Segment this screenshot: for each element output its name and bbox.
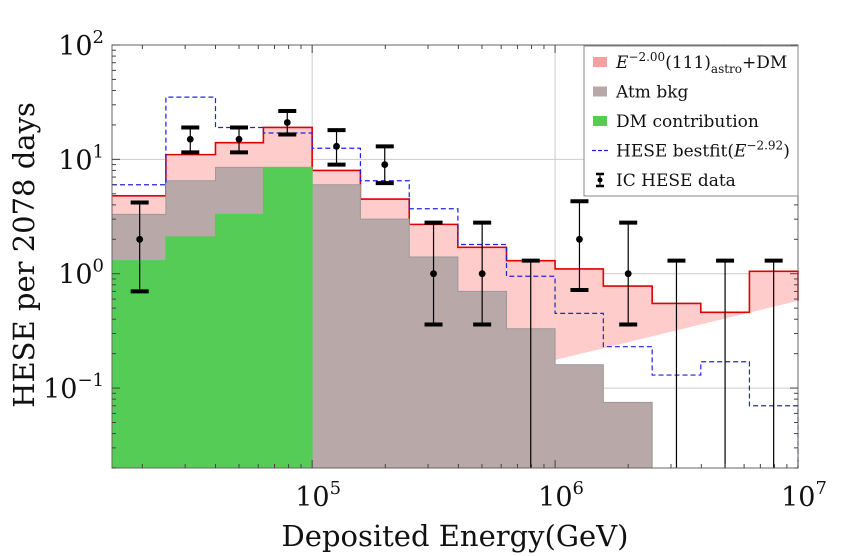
data-point-6 bbox=[424, 220, 443, 327]
series-atm-outline bbox=[112, 166, 653, 468]
data-marker bbox=[430, 270, 437, 278]
data-point-0 bbox=[130, 200, 149, 294]
x-tick-labels: 105 106 107 bbox=[295, 478, 827, 513]
y-tick-label-2: 100 bbox=[58, 256, 104, 291]
data-marker bbox=[381, 161, 389, 168]
data-marker bbox=[624, 270, 632, 278]
data-point-12 bbox=[716, 258, 735, 468]
y-axis-label: HESE per 2078 days bbox=[7, 102, 41, 408]
x-tick-label-0: 105 bbox=[295, 478, 341, 513]
data-point-13 bbox=[764, 258, 783, 468]
y-tick-label-3: 10−1 bbox=[43, 370, 104, 405]
x-tick-label-1: 106 bbox=[538, 478, 584, 513]
series-dm-fill bbox=[112, 167, 313, 468]
data-marker bbox=[186, 135, 194, 143]
legend: E−2.00(111)astro+DM Atm bkg DM contributio… bbox=[583, 45, 799, 197]
data-point-1 bbox=[181, 125, 200, 155]
y-tick-label-0: 102 bbox=[58, 27, 104, 62]
legend-swatch-data-dot bbox=[597, 177, 603, 183]
histogram-layer bbox=[112, 96, 799, 468]
series-bestfit bbox=[112, 96, 799, 468]
data-point-3 bbox=[278, 108, 297, 137]
data-marker bbox=[235, 135, 243, 143]
data-marker bbox=[283, 119, 291, 126]
data-point-9 bbox=[570, 199, 589, 293]
series-dm bbox=[112, 166, 313, 468]
data-marker bbox=[136, 235, 144, 243]
x-tick-label-2: 107 bbox=[781, 478, 827, 513]
data-marker bbox=[478, 270, 486, 278]
legend-label-atm: Atm bkg bbox=[615, 83, 689, 103]
legend-label-dm: DM contribution bbox=[616, 112, 759, 132]
data-point-8 bbox=[521, 258, 540, 468]
series-total-outline bbox=[112, 126, 799, 314]
x-axis-label: Deposited Energy(GeV) bbox=[282, 519, 629, 553]
series-bestfit-line bbox=[112, 96, 799, 468]
data-point-4 bbox=[327, 128, 346, 167]
legend-label-data: IC HESE data bbox=[616, 171, 736, 191]
data-point-5 bbox=[375, 144, 394, 186]
legend-swatch-dm bbox=[593, 116, 607, 126]
data-point-7 bbox=[473, 220, 492, 327]
legend-swatch-atm bbox=[593, 86, 607, 97]
y-tick-labels: 102 101 100 10−1 bbox=[43, 27, 104, 405]
data-point-11 bbox=[667, 258, 686, 468]
data-marker bbox=[333, 142, 340, 150]
legend-swatch-total bbox=[593, 57, 607, 67]
legend-label-bestfit: HESE bestfit(E−2.92) bbox=[616, 139, 790, 162]
data-point-10 bbox=[619, 220, 638, 327]
plot-frame bbox=[111, 44, 799, 469]
data-points-layer bbox=[130, 108, 783, 468]
data-point-2 bbox=[230, 125, 249, 155]
data-marker bbox=[576, 235, 583, 243]
y-tick-label-1: 101 bbox=[58, 141, 104, 176]
legend-label-total: E−2.00(111)astro+DM bbox=[615, 50, 787, 76]
series-dm-outline bbox=[112, 166, 313, 468]
legend-box bbox=[583, 45, 799, 197]
